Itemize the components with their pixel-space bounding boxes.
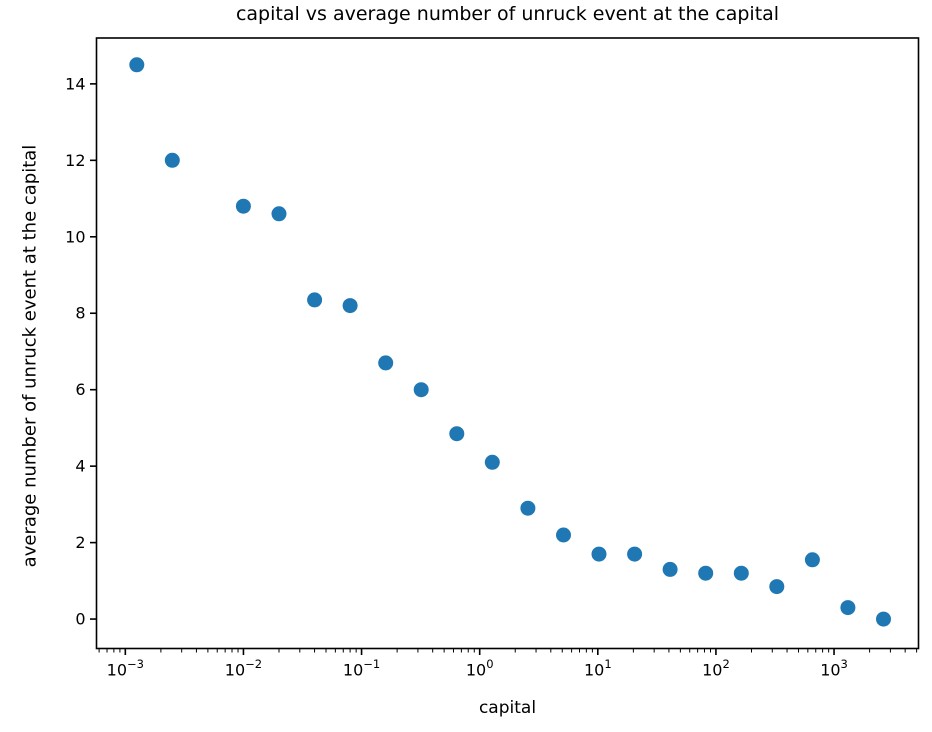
data-point <box>129 57 145 73</box>
data-point <box>556 527 571 543</box>
chart-title: capital vs average number of unruck even… <box>235 3 780 25</box>
data-point <box>342 298 358 314</box>
y-tick-label: 10 <box>65 227 85 246</box>
y-tick-label: 0 <box>75 610 85 629</box>
data-point <box>804 552 820 568</box>
y-tick-label: 8 <box>75 304 85 323</box>
data-point <box>733 565 749 581</box>
data-point <box>591 546 607 562</box>
axes-spines <box>95 37 920 650</box>
y-tick-label: 4 <box>75 457 85 476</box>
y-tick-label: 12 <box>65 151 85 170</box>
x-tick-label: 10−2 <box>225 657 262 680</box>
data-point <box>698 565 714 581</box>
x-tick-label: 100 <box>466 657 494 680</box>
x-axis-label: capital <box>478 698 537 718</box>
data-point <box>520 500 536 516</box>
data-point <box>235 198 251 214</box>
data-point <box>627 546 643 562</box>
data-point <box>307 292 323 308</box>
data-point <box>271 206 287 222</box>
y-tick-label: 2 <box>75 533 85 552</box>
x-tick-label: 10−1 <box>343 657 380 680</box>
data-point <box>378 355 394 371</box>
data-point <box>449 426 465 442</box>
data-point <box>484 454 500 470</box>
x-tick-label: 10−3 <box>107 657 144 680</box>
data-point <box>662 561 678 577</box>
y-tick-label: 14 <box>65 74 85 93</box>
data-point <box>840 600 856 616</box>
x-tick-label: 101 <box>584 657 612 680</box>
data-point <box>413 382 429 398</box>
x-tick-label: 103 <box>820 657 848 680</box>
data-point <box>769 579 785 595</box>
data-point <box>876 611 891 627</box>
data-point <box>164 152 180 168</box>
y-tick-label: 6 <box>75 380 85 399</box>
x-tick-label: 102 <box>702 657 730 680</box>
